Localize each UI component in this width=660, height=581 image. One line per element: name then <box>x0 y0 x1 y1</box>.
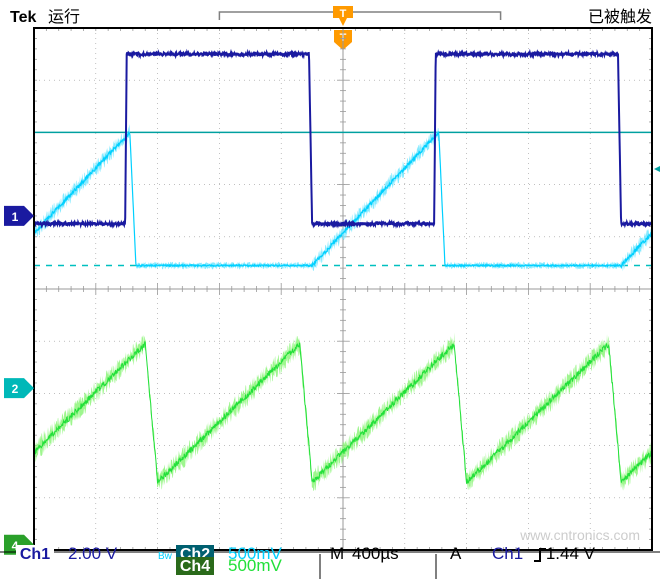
svg-text:运行: 运行 <box>48 8 80 26</box>
svg-text:2: 2 <box>12 382 19 396</box>
readout-timebase: 400µs <box>352 544 399 563</box>
scope-svg: Tek运行已被触发TT124Ch12.00 VBwCh2500mVCh4500m… <box>0 0 660 581</box>
readout-trig-level: 1.44 V <box>546 544 596 563</box>
oscilloscope-screenshot: Tek运行已被触发TT124Ch12.00 VBwCh2500mVCh4500m… <box>0 0 660 581</box>
svg-text:Bw: Bw <box>158 551 173 562</box>
svg-text:已被触发: 已被触发 <box>588 8 652 26</box>
readout-trig-src: Ch1 <box>492 544 523 563</box>
readout-ch4-scale: 500mV <box>228 556 283 575</box>
svg-text:Ch4: Ch4 <box>180 558 210 575</box>
svg-text:1: 1 <box>12 210 19 224</box>
svg-text:Tek: Tek <box>10 9 36 26</box>
svg-text:A: A <box>450 544 462 563</box>
svg-text:Ch1: Ch1 <box>20 546 50 563</box>
svg-text:M: M <box>330 544 344 563</box>
svg-text:T: T <box>340 8 347 20</box>
readout-ch1-scale: 2.00 V <box>68 544 118 563</box>
